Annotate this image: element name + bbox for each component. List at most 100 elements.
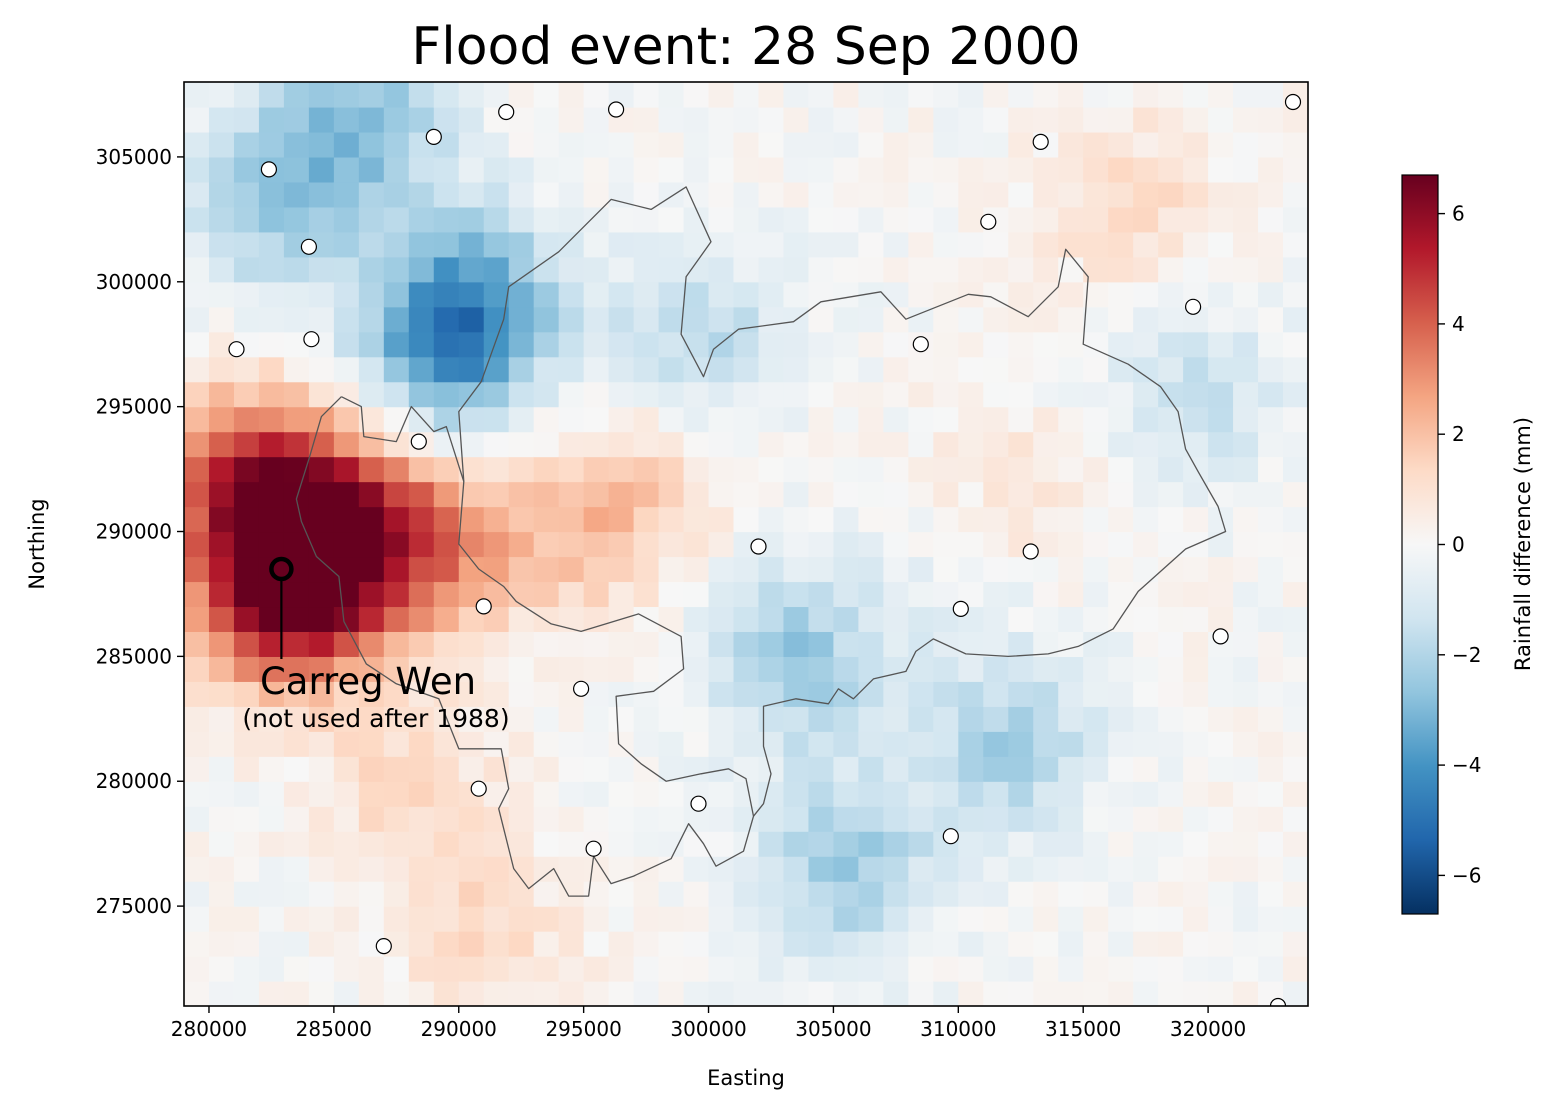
heatmap-cell <box>808 106 835 133</box>
heatmap-cell <box>308 306 335 333</box>
gauge-marker <box>425 128 442 145</box>
colorbar-tick-label: 6 <box>1452 202 1465 226</box>
heatmap-cell <box>1208 231 1234 258</box>
heatmap-cell <box>458 931 485 957</box>
heatmap-cell <box>608 456 635 483</box>
heatmap-cell <box>1058 981 1084 1006</box>
gauge-marker <box>1269 997 1287 1006</box>
heatmap-cell <box>933 681 959 707</box>
heatmap-cell <box>1283 231 1308 258</box>
heatmap-cell <box>508 981 535 1006</box>
heatmap-cell <box>1233 606 1259 632</box>
heatmap-cell <box>308 906 335 932</box>
heatmap-cell <box>208 731 235 757</box>
heatmap-cell <box>1008 306 1034 333</box>
heatmap-cell <box>208 756 235 782</box>
heatmap-cell <box>1183 631 1209 657</box>
heatmap-cell <box>883 306 909 333</box>
heatmap-cell <box>958 556 984 583</box>
heatmap-cell <box>558 456 585 483</box>
heatmap-cell <box>383 131 410 158</box>
heatmap-cell <box>1183 681 1209 707</box>
heatmap-cell <box>184 756 210 782</box>
gauge-marker <box>1022 543 1039 560</box>
heatmap-cell <box>1158 881 1184 907</box>
heatmap-cell <box>633 556 660 583</box>
heatmap-cell <box>408 481 435 508</box>
heatmap-cell <box>1058 181 1084 208</box>
heatmap-cell <box>933 531 959 558</box>
heatmap-cell <box>1133 231 1159 258</box>
heatmap-cell <box>633 406 660 433</box>
heatmap-cell <box>458 131 485 158</box>
heatmap-cell <box>184 531 210 558</box>
heatmap-cell <box>808 331 835 358</box>
heatmap-cell <box>233 356 260 383</box>
heatmap-cell <box>758 606 785 632</box>
heatmap-cell <box>708 506 735 533</box>
heatmap-cell <box>958 806 984 832</box>
heatmap-cell <box>533 581 560 608</box>
heatmap-cell <box>1233 581 1259 608</box>
heatmap-cell <box>208 431 235 458</box>
heatmap-cell <box>258 456 285 483</box>
heatmap-cell <box>408 231 435 258</box>
heatmap-cell <box>808 806 835 832</box>
heatmap-cell <box>1033 556 1059 583</box>
heatmap-cell <box>858 82 884 108</box>
heatmap-cell <box>458 956 485 982</box>
heatmap-cell <box>533 231 560 258</box>
heatmap-cell <box>608 881 635 907</box>
heatmap-cell <box>783 456 810 483</box>
heatmap-cell <box>583 606 610 632</box>
gauge-marker <box>942 828 959 845</box>
heatmap-cell <box>258 531 285 558</box>
heatmap-cell <box>633 156 660 183</box>
heatmap-cell <box>908 681 934 707</box>
heatmap-cell <box>983 731 1009 757</box>
heatmap-cell <box>1158 156 1184 183</box>
heatmap-cell <box>1108 256 1134 283</box>
heatmap-cell <box>1083 806 1109 832</box>
heatmap-cell <box>1158 681 1184 707</box>
heatmap-cell <box>1158 256 1184 283</box>
heatmap-cell <box>1133 581 1159 608</box>
heatmap-cell <box>958 856 984 882</box>
heatmap-cell <box>908 856 934 882</box>
heatmap-cell <box>883 606 909 632</box>
heatmap-cell <box>258 206 285 233</box>
heatmap-cell <box>333 781 360 807</box>
heatmap-cell <box>458 256 485 283</box>
heatmap-cell <box>583 981 610 1006</box>
heatmap-cell <box>433 656 460 682</box>
heatmap-cell <box>184 256 210 283</box>
heatmap-cell <box>1033 206 1059 233</box>
heatmap-cell <box>184 606 210 632</box>
heatmap-cell <box>1058 906 1084 932</box>
heatmap-cell <box>733 631 760 657</box>
heatmap-cell <box>558 331 585 358</box>
heatmap-cell <box>983 531 1009 558</box>
heatmap-cell <box>1258 431 1284 458</box>
heatmap-cell <box>758 506 785 533</box>
heatmap-cell <box>1108 106 1134 133</box>
heatmap-cell <box>1083 131 1109 158</box>
heatmap-cell <box>283 956 310 982</box>
gauge-marker <box>475 598 492 615</box>
heatmap-cell <box>908 356 934 383</box>
heatmap-cell <box>483 806 510 832</box>
heatmap-cell <box>708 356 735 383</box>
heatmap-cell <box>1208 406 1234 433</box>
heatmap-cell <box>1058 656 1084 682</box>
heatmap-cell <box>1183 456 1209 483</box>
heatmap-cell <box>333 206 360 233</box>
heatmap-cell <box>383 82 410 108</box>
heatmap-cell <box>1183 256 1209 283</box>
heatmap-cell <box>808 656 835 682</box>
heatmap-cell <box>258 106 285 133</box>
heatmap-cell <box>433 106 460 133</box>
heatmap-cell <box>633 456 660 483</box>
heatmap-cell <box>983 256 1009 283</box>
heatmap-cell <box>558 156 585 183</box>
heatmap-cell <box>1183 881 1209 907</box>
